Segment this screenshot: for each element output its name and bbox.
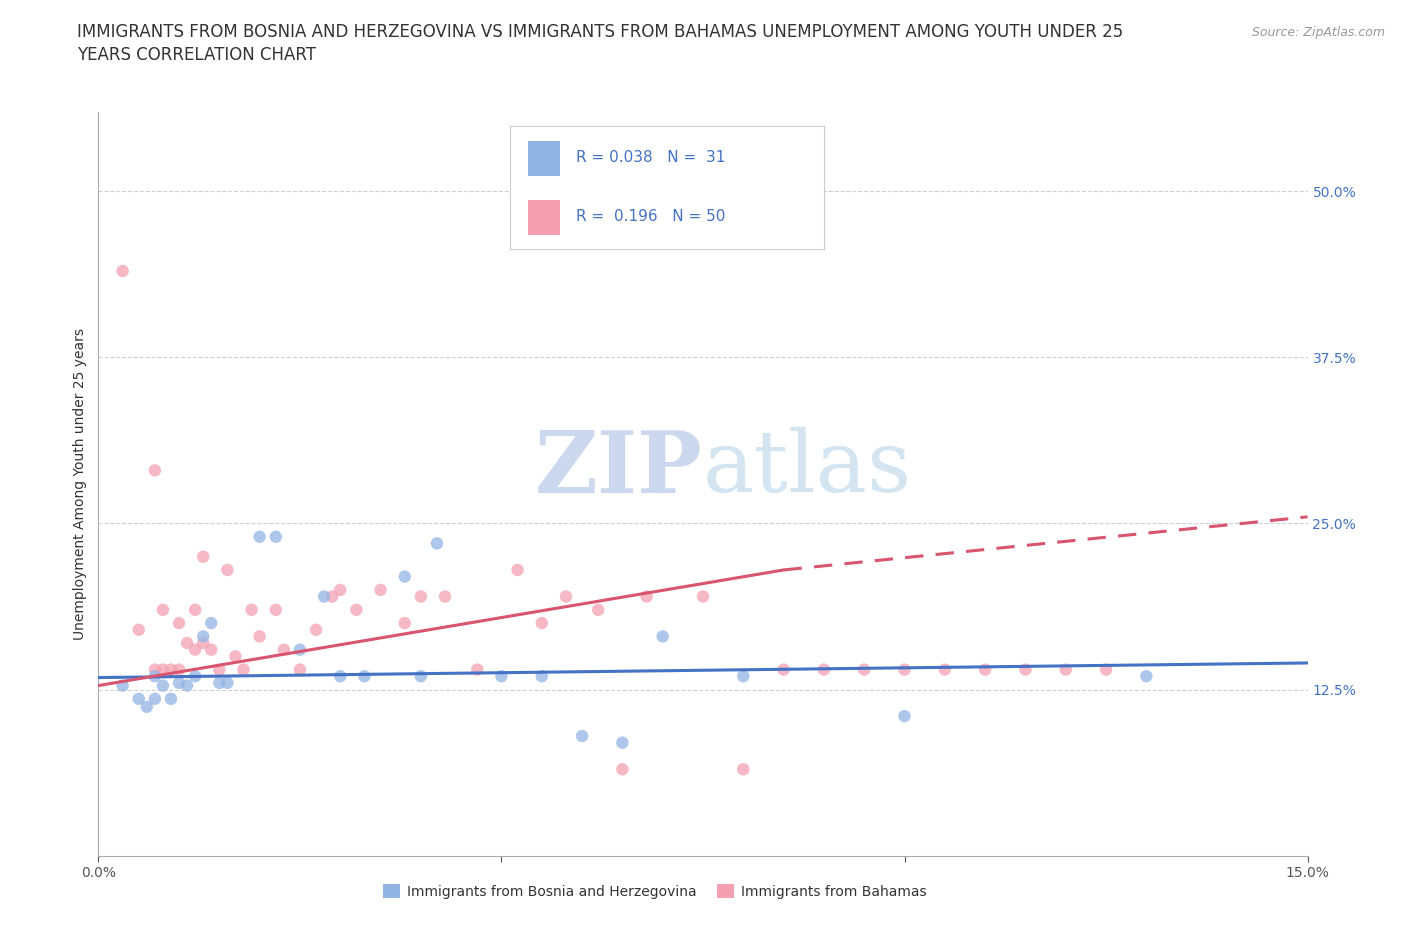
Point <box>813 662 835 677</box>
Point <box>249 529 271 544</box>
Point <box>240 603 263 618</box>
Text: YEARS CORRELATION CHART: YEARS CORRELATION CHART <box>77 46 316 64</box>
Point <box>1014 662 1036 677</box>
Point <box>232 662 254 677</box>
Point <box>217 563 239 578</box>
Text: atlas: atlas <box>703 427 912 511</box>
Point <box>329 669 352 684</box>
Point <box>612 762 634 777</box>
Point <box>530 616 553 631</box>
Point <box>167 616 190 631</box>
Point <box>184 603 207 618</box>
Point <box>974 662 997 677</box>
Point <box>409 589 432 604</box>
Point <box>434 589 457 604</box>
Point <box>111 263 134 278</box>
Point <box>586 603 609 618</box>
Point <box>555 589 578 604</box>
Point <box>160 691 183 706</box>
Point <box>1095 662 1118 677</box>
Point <box>329 582 352 597</box>
Point <box>853 662 876 677</box>
Point <box>651 629 673 644</box>
Point <box>143 691 166 706</box>
Point <box>143 463 166 478</box>
Point <box>288 643 311 658</box>
Point <box>128 622 150 637</box>
Point <box>370 582 392 597</box>
Point <box>893 662 915 677</box>
Point <box>893 709 915 724</box>
Point <box>160 662 183 677</box>
Point <box>193 629 215 644</box>
Point <box>733 762 755 777</box>
Point <box>200 643 222 658</box>
Text: IMMIGRANTS FROM BOSNIA AND HERZEGOVINA VS IMMIGRANTS FROM BAHAMAS UNEMPLOYMENT A: IMMIGRANTS FROM BOSNIA AND HERZEGOVINA V… <box>77 23 1123 41</box>
Point <box>152 603 174 618</box>
Point <box>344 603 367 618</box>
Point <box>264 529 287 544</box>
Point <box>264 603 287 618</box>
Text: Source: ZipAtlas.com: Source: ZipAtlas.com <box>1251 26 1385 39</box>
Point <box>321 589 343 604</box>
Point <box>111 678 134 693</box>
Point <box>353 669 375 684</box>
Text: ZIP: ZIP <box>536 427 703 511</box>
Point <box>193 550 215 565</box>
Point <box>394 569 416 584</box>
Point <box>208 675 231 690</box>
Point <box>167 662 190 677</box>
Point <box>530 669 553 684</box>
Point <box>152 662 174 677</box>
Point <box>506 563 529 578</box>
Point <box>200 616 222 631</box>
Point <box>208 662 231 677</box>
Y-axis label: Unemployment Among Youth under 25 years: Unemployment Among Youth under 25 years <box>73 327 87 640</box>
Point <box>143 662 166 677</box>
Point <box>934 662 956 677</box>
Point <box>176 635 198 650</box>
Point <box>193 635 215 650</box>
Point <box>176 678 198 693</box>
Point <box>135 699 157 714</box>
Point <box>491 669 513 684</box>
Point <box>1135 669 1157 684</box>
Point <box>692 589 714 604</box>
Point <box>636 589 658 604</box>
Point <box>217 675 239 690</box>
Point <box>571 728 593 743</box>
Legend: Immigrants from Bosnia and Herzegovina, Immigrants from Bahamas: Immigrants from Bosnia and Herzegovina, … <box>377 879 932 905</box>
Point <box>273 643 295 658</box>
Point <box>184 643 207 658</box>
Point <box>426 536 449 551</box>
Point <box>612 736 634 751</box>
Point <box>249 629 271 644</box>
Point <box>1054 662 1077 677</box>
Point <box>394 616 416 631</box>
Point <box>288 662 311 677</box>
Point <box>465 662 488 677</box>
Point <box>152 678 174 693</box>
Point <box>143 669 166 684</box>
Point <box>314 589 336 604</box>
Point <box>409 669 432 684</box>
Point <box>184 669 207 684</box>
Point <box>733 669 755 684</box>
Point <box>128 691 150 706</box>
Point <box>772 662 794 677</box>
Point <box>167 675 190 690</box>
Point <box>305 622 328 637</box>
Point <box>224 649 246 664</box>
